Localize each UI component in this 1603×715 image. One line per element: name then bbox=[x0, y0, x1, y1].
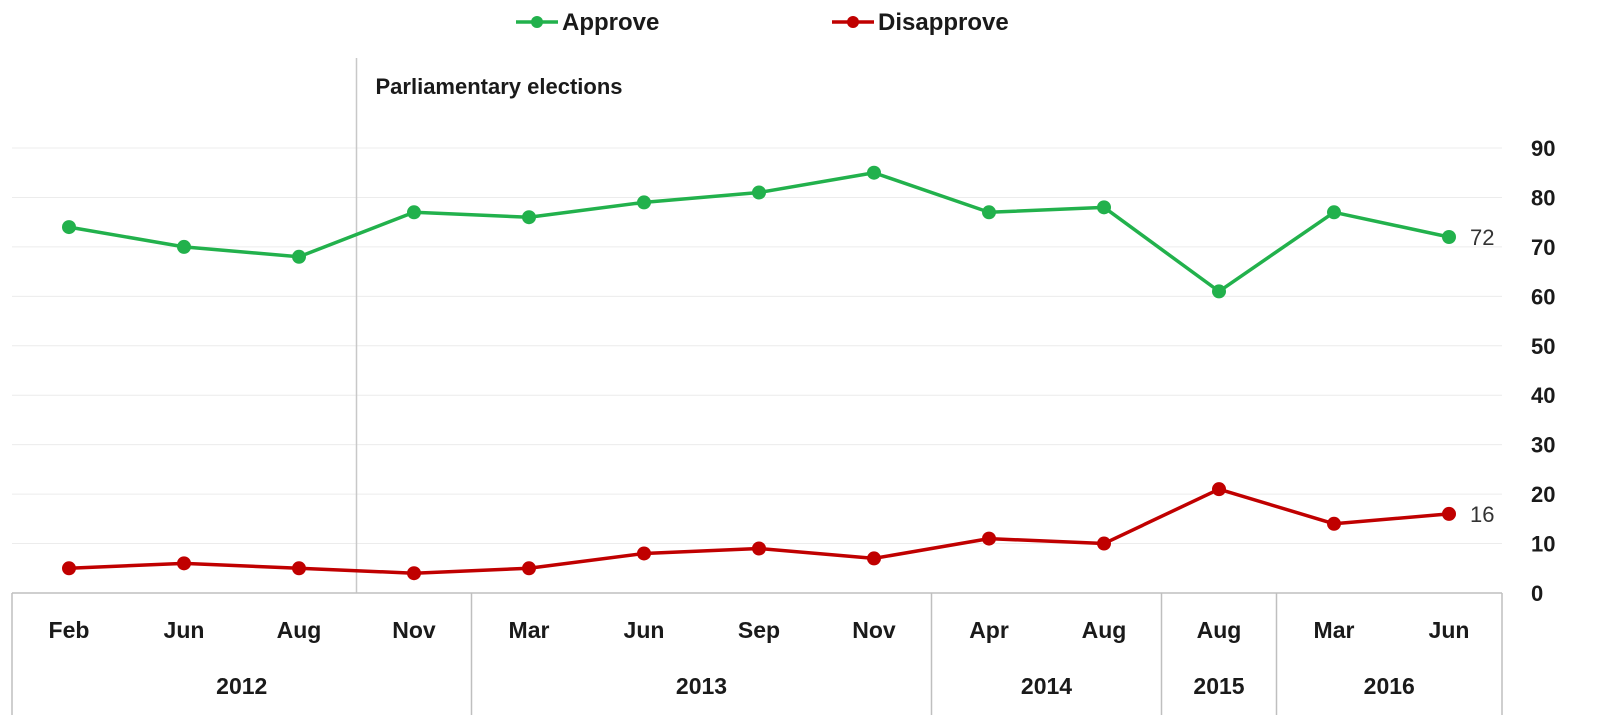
x-tick-label: Apr bbox=[969, 617, 1009, 643]
y-tick-label: 60 bbox=[1531, 284, 1555, 309]
x-tick-label: Aug bbox=[1082, 617, 1127, 643]
disapprove-point bbox=[407, 566, 421, 581]
x-tick-label: Feb bbox=[49, 617, 90, 643]
y-tick-label: 70 bbox=[1531, 235, 1555, 260]
disapprove-point bbox=[1327, 516, 1341, 531]
year-label: 2013 bbox=[676, 673, 727, 699]
year-label: 2014 bbox=[1021, 673, 1072, 699]
y-tick-label: 50 bbox=[1531, 334, 1555, 359]
disapprove-point bbox=[1212, 482, 1226, 497]
approve-point bbox=[982, 205, 996, 220]
disapprove-point bbox=[177, 556, 191, 571]
approve-point bbox=[1327, 205, 1341, 220]
approve-point bbox=[407, 205, 421, 220]
x-tick-label: Nov bbox=[852, 617, 896, 643]
approve-point bbox=[292, 249, 306, 264]
y-tick-label: 90 bbox=[1531, 136, 1555, 161]
legend: Approve Disapprove bbox=[516, 9, 1009, 36]
disapprove-series-line bbox=[68, 487, 1450, 575]
approve-point bbox=[637, 195, 651, 210]
legend-label: Disapprove bbox=[878, 9, 1009, 36]
x-tick-label: Aug bbox=[277, 617, 322, 643]
x-tick-label: Mar bbox=[1314, 617, 1355, 643]
legend-swatch-marker bbox=[847, 16, 859, 28]
approve-point bbox=[1212, 284, 1226, 299]
disapprove-point bbox=[1442, 506, 1456, 521]
series-layer: 72 16 bbox=[62, 165, 1494, 581]
y-tick-label: 20 bbox=[1531, 482, 1555, 507]
election-annotation-label: Parliamentary elections bbox=[376, 74, 623, 99]
approve-point bbox=[867, 165, 881, 180]
y-tick-label: 40 bbox=[1531, 383, 1555, 408]
year-label: 2016 bbox=[1364, 673, 1415, 699]
disapprove-point bbox=[1097, 536, 1111, 551]
approve-point bbox=[1442, 230, 1456, 244]
y-axis: 0 10 20 30 40 50 60 70 80 90 bbox=[1531, 136, 1555, 606]
x-axis: Feb Jun Aug Nov Mar Jun Sep Nov Apr Aug Aug Mar Jun 2… bbox=[11, 592, 1503, 715]
year-label: 2015 bbox=[1193, 673, 1244, 699]
disapprove-point bbox=[867, 551, 881, 566]
approve-point bbox=[62, 220, 76, 235]
disapprove-point bbox=[752, 541, 766, 556]
x-tick-label: Nov bbox=[392, 617, 436, 643]
disapprove-point bbox=[982, 531, 996, 546]
legend-item-disapprove: Disapprove bbox=[832, 9, 1009, 36]
approve-point bbox=[522, 210, 536, 225]
approve-point bbox=[752, 185, 766, 200]
disapprove-point bbox=[292, 561, 306, 576]
disapprove-point bbox=[522, 561, 536, 576]
legend-label: Approve bbox=[562, 9, 659, 36]
approve-end-label: 72 bbox=[1470, 225, 1494, 250]
approve-point bbox=[1097, 200, 1111, 215]
x-tick-label: Sep bbox=[738, 617, 780, 643]
x-tick-label: Jun bbox=[1429, 617, 1470, 643]
disapprove-end-label: 16 bbox=[1470, 502, 1494, 527]
year-label: 2012 bbox=[216, 673, 267, 699]
y-tick-label: 0 bbox=[1531, 581, 1543, 606]
x-tick-label: Mar bbox=[509, 617, 550, 643]
x-tick-label: Aug bbox=[1197, 617, 1242, 643]
gridlines bbox=[12, 147, 1502, 545]
approve-point bbox=[177, 239, 191, 254]
legend-swatch-marker bbox=[531, 16, 543, 28]
x-tick-label: Jun bbox=[164, 617, 205, 643]
annotation-group: Parliamentary elections bbox=[355, 58, 623, 593]
disapprove-point bbox=[637, 546, 651, 561]
y-tick-label: 10 bbox=[1531, 532, 1555, 557]
y-tick-label: 30 bbox=[1531, 433, 1555, 458]
x-tick-label: Jun bbox=[624, 617, 665, 643]
legend-item-approve: Approve bbox=[516, 9, 659, 36]
disapprove-point bbox=[62, 561, 76, 576]
y-tick-label: 80 bbox=[1531, 185, 1555, 210]
